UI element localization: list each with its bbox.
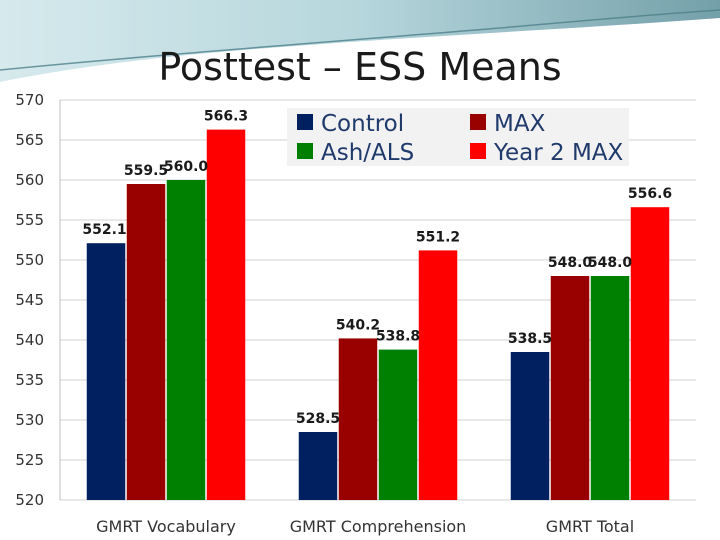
data-label: 551.2 (416, 229, 460, 245)
bar (418, 250, 458, 500)
y-tick-label: 550 (15, 251, 44, 269)
data-label: 528.5 (296, 411, 340, 427)
y-tick-label: 555 (15, 211, 44, 229)
y-tick-label: 525 (15, 451, 44, 469)
bar (550, 276, 590, 500)
x-category-label: GMRT Comprehension (290, 517, 467, 536)
legend-swatch (297, 143, 313, 159)
data-label: 556.6 (628, 186, 672, 202)
legend: Control MAX Ash/ALS Year 2 MAX (297, 111, 624, 166)
bar (298, 432, 338, 500)
y-tick-label: 530 (15, 411, 44, 429)
y-tick-label: 570 (15, 91, 44, 109)
legend-box (287, 108, 629, 166)
header-decoration-line (0, 9, 720, 71)
data-label: 540.2 (336, 317, 380, 333)
bar (510, 352, 550, 500)
x-axis-labels: GMRT Vocabulary GMRT Comprehension GMRT To… (96, 517, 634, 536)
header-decoration (0, 0, 720, 82)
legend-label: Year 2 MAX (493, 140, 624, 166)
bar (378, 349, 418, 500)
grid-lines (59, 99, 696, 501)
bar (86, 243, 126, 500)
y-tick-label: 565 (15, 131, 44, 149)
data-label: 538.5 (508, 331, 552, 347)
y-axis-ticks: 520 525 530 535 540 545 550 555 560 565 570 (15, 91, 44, 509)
legend-swatch (470, 114, 486, 130)
y-tick-label: 520 (15, 491, 44, 509)
data-label: 566.3 (204, 109, 248, 125)
chart-title: Posttest – ESS Means (158, 45, 561, 89)
y-tick-label: 560 (15, 171, 44, 189)
bars (86, 129, 670, 500)
bar (126, 184, 166, 500)
data-label: 548.0 (548, 255, 593, 271)
x-category-label: GMRT Total (546, 517, 634, 536)
legend-swatch (470, 143, 486, 159)
legend-label: MAX (494, 111, 546, 137)
x-category-label: GMRT Vocabulary (96, 517, 236, 536)
y-tick-label: 535 (15, 371, 44, 389)
legend-label: Ash/ALS (321, 140, 414, 166)
y-tick-label: 540 (15, 331, 44, 349)
bar (338, 338, 378, 500)
bar (206, 129, 246, 500)
data-label: 548.0 (588, 255, 633, 271)
legend-swatch (297, 114, 313, 130)
bar (630, 207, 670, 500)
data-label: 560.0 (164, 159, 209, 175)
y-tick-label: 545 (15, 291, 44, 309)
bar (590, 276, 630, 500)
data-label: 538.8 (376, 329, 420, 345)
legend-label: Control (321, 111, 404, 137)
data-label: 552.1 (82, 222, 126, 238)
bar (166, 180, 206, 500)
data-label: 559.5 (124, 163, 168, 179)
